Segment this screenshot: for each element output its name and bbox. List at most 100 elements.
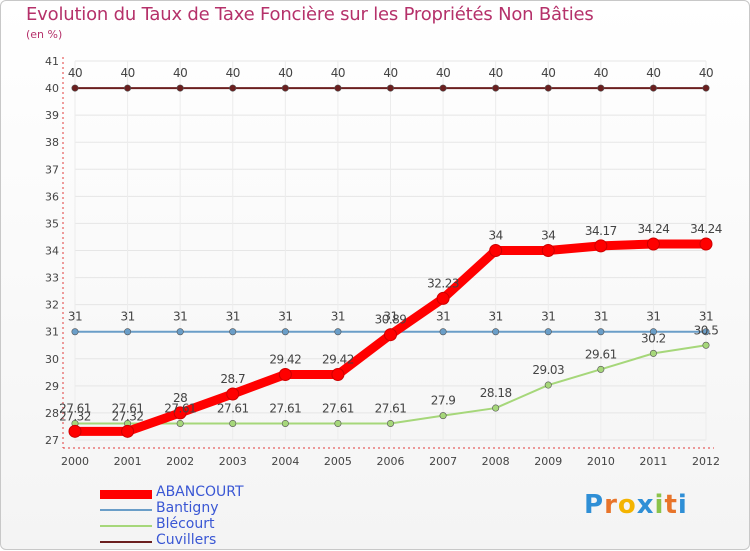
data-point-abancourt <box>331 367 345 381</box>
data-label-bantigny: 31 <box>541 310 555 324</box>
data-label-cuvillers: 40 <box>331 66 345 80</box>
data-point-blecourt <box>597 365 605 373</box>
data-point-abancourt <box>121 424 135 438</box>
x-tick-label: 2011 <box>639 455 667 468</box>
data-label-blecourt: 30.5 <box>694 323 719 337</box>
data-point-cuvillers <box>386 84 394 92</box>
x-tick-label: 2010 <box>587 455 615 468</box>
data-point-blecourt <box>229 419 237 427</box>
data-point-cuvillers <box>702 84 710 92</box>
data-label-blecourt: 30.2 <box>641 331 666 345</box>
y-tick-label: 36 <box>45 190 59 203</box>
data-label-abancourt: 34 <box>489 229 503 243</box>
y-tick-label: 37 <box>45 163 59 176</box>
legend-swatch-cuvillers <box>100 541 152 543</box>
data-point-cuvillers <box>334 84 342 92</box>
data-label-bantigny: 31 <box>68 310 82 324</box>
data-label-abancourt: 29.42 <box>269 352 301 366</box>
legend-swatch-bantigny <box>100 509 152 511</box>
legend-label-blecourt: Blécourt <box>156 516 215 532</box>
data-label-cuvillers: 40 <box>594 66 608 80</box>
y-tick-label: 30 <box>45 353 59 366</box>
data-label-abancourt: 34 <box>541 229 555 243</box>
y-tick-label: 29 <box>45 380 59 393</box>
data-point-bantigny <box>334 328 342 336</box>
data-point-bantigny <box>439 328 447 336</box>
data-label-cuvillers: 40 <box>646 66 660 80</box>
data-label-bantigny: 31 <box>331 310 345 324</box>
y-tick-label: 38 <box>45 136 59 149</box>
x-tick-label: 2012 <box>692 455 720 468</box>
data-label-blecourt: 27.61 <box>112 401 144 415</box>
y-tick-label: 27 <box>45 434 59 447</box>
x-tick-label: 2008 <box>482 455 510 468</box>
data-point-blecourt <box>386 419 394 427</box>
data-point-bantigny <box>702 328 710 336</box>
y-tick-label: 28 <box>45 407 59 420</box>
data-point-bantigny <box>492 328 500 336</box>
data-point-bantigny <box>124 328 132 336</box>
data-point-bantigny <box>544 328 552 336</box>
y-tick-label: 31 <box>45 326 59 339</box>
data-label-blecourt: 28.18 <box>480 386 512 400</box>
logo-letter: o <box>617 490 637 520</box>
x-tick-label: 2003 <box>219 455 247 468</box>
logo-letter: r <box>604 490 618 520</box>
data-point-blecourt <box>176 419 184 427</box>
data-point-blecourt <box>439 412 447 420</box>
data-point-cuvillers <box>439 84 447 92</box>
data-point-cuvillers <box>124 84 132 92</box>
data-point-bantigny <box>176 328 184 336</box>
x-tick-label: 2004 <box>271 455 299 468</box>
data-label-bantigny: 31 <box>120 310 134 324</box>
y-tick-label: 33 <box>45 272 59 285</box>
legend-label-bantigny: Bantigny <box>156 500 219 516</box>
data-label-bantigny: 31 <box>646 310 660 324</box>
logo-letter: x <box>636 490 655 520</box>
data-point-abancourt <box>594 239 608 253</box>
data-label-abancourt: 34.17 <box>585 224 617 238</box>
data-label-blecourt: 29.61 <box>585 347 617 361</box>
data-label-blecourt: 27.61 <box>59 401 91 415</box>
legend-label-cuvillers: Cuvillers <box>156 532 217 548</box>
chart-title: Evolution du Taux de Taxe Foncière sur l… <box>26 4 594 25</box>
data-point-bantigny <box>649 328 657 336</box>
data-label-abancourt: 28 <box>173 391 187 405</box>
data-point-abancourt <box>699 237 713 251</box>
data-label-cuvillers: 40 <box>278 66 292 80</box>
data-point-blecourt <box>544 381 552 389</box>
data-label-abancourt: 27.32 <box>112 409 144 423</box>
data-label-cuvillers: 40 <box>489 66 503 80</box>
data-point-blecourt <box>649 349 657 357</box>
data-label-cuvillers: 40 <box>173 66 187 80</box>
x-tick-label: 2000 <box>61 455 89 468</box>
data-label-blecourt: 29.03 <box>532 363 564 377</box>
data-point-cuvillers <box>71 84 79 92</box>
logo-letter: t <box>664 490 678 520</box>
data-label-abancourt: 28.7 <box>220 372 245 386</box>
x-tick-label: 2001 <box>114 455 142 468</box>
proxiti-logo: Proxiti <box>584 490 688 520</box>
data-label-bantigny: 31 <box>594 310 608 324</box>
data-point-cuvillers <box>229 84 237 92</box>
data-label-bantigny: 31 <box>226 310 240 324</box>
data-label-abancourt: 30.89 <box>375 313 407 327</box>
data-label-cuvillers: 40 <box>699 66 713 80</box>
data-point-cuvillers <box>597 84 605 92</box>
data-point-blecourt <box>702 341 710 349</box>
data-label-bantigny: 31 <box>278 310 292 324</box>
legend-swatch-blecourt <box>100 525 152 527</box>
data-point-cuvillers <box>492 84 500 92</box>
data-label-blecourt: 27.61 <box>269 401 301 415</box>
data-label-bantigny: 31 <box>383 310 397 324</box>
data-point-abancourt <box>541 244 555 257</box>
y-axis-unit-label: (en %) <box>26 28 63 41</box>
data-point-abancourt <box>384 328 397 342</box>
data-label-bantigny: 31 <box>436 310 450 324</box>
data-point-blecourt <box>281 419 289 427</box>
y-tick-label: 39 <box>45 109 59 122</box>
logo-letter: P <box>584 490 605 520</box>
data-label-cuvillers: 40 <box>68 66 82 80</box>
data-label-cuvillers: 40 <box>436 66 450 80</box>
data-label-abancourt: 29.42 <box>322 352 354 366</box>
